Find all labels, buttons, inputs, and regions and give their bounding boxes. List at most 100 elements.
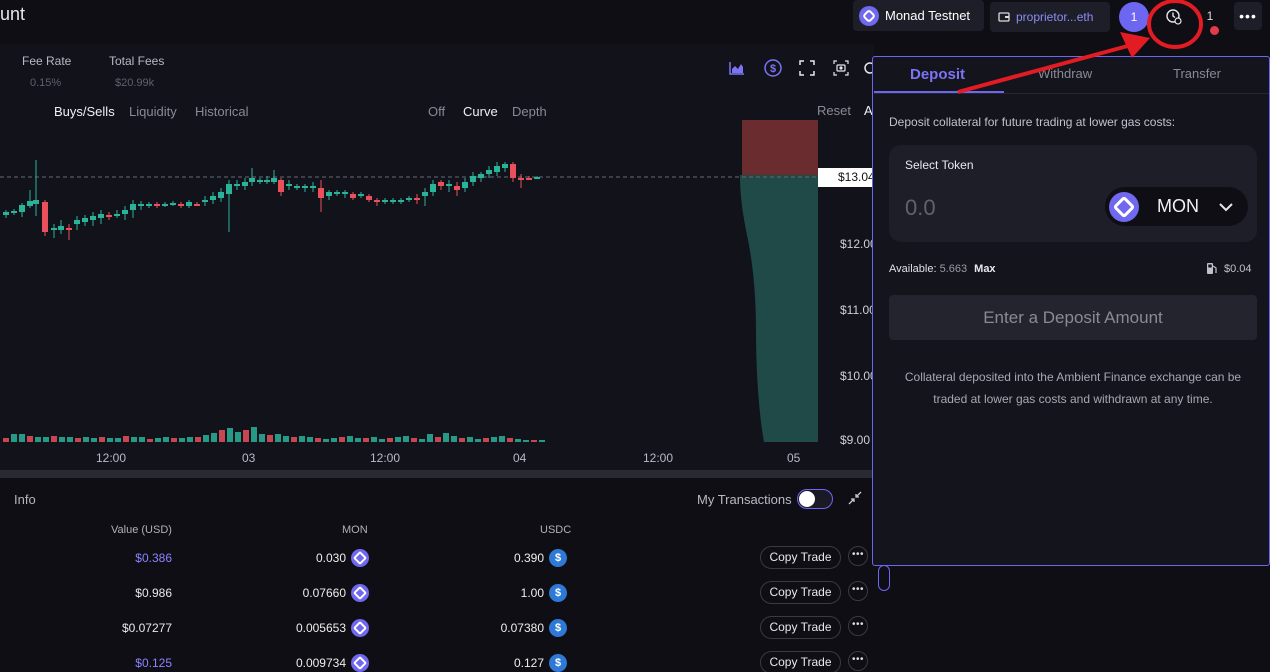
candle-body bbox=[130, 204, 136, 210]
candle-body bbox=[19, 205, 25, 212]
pending-count[interactable]: 1 bbox=[1206, 9, 1214, 23]
candle-body bbox=[366, 196, 372, 200]
tab-historical[interactable]: Historical bbox=[195, 104, 249, 119]
settings-icon[interactable] bbox=[862, 58, 872, 78]
current-price-tag: $13.04 bbox=[818, 168, 875, 187]
volume-bar bbox=[179, 438, 185, 442]
volume-bar bbox=[531, 440, 537, 442]
available-balance: Available: 5.663 Max bbox=[889, 263, 996, 275]
volume-bar bbox=[363, 438, 369, 442]
chart-scrollbar[interactable] bbox=[0, 470, 874, 478]
copy-trade-button[interactable]: Copy Trade bbox=[760, 546, 841, 569]
collapse-icon[interactable] bbox=[848, 491, 862, 505]
table-row: $0.986 0.07660 1.00 $ Copy Trade ••• bbox=[0, 575, 874, 610]
candle-body bbox=[51, 228, 57, 230]
my-transactions-toggle[interactable] bbox=[797, 489, 833, 509]
candle-body bbox=[430, 184, 436, 192]
candle-body bbox=[342, 192, 348, 194]
candle-body bbox=[33, 200, 39, 204]
account-badge[interactable]: 1 bbox=[1119, 2, 1149, 32]
column-header-value[interactable]: Value (USD) bbox=[111, 524, 172, 536]
tab-depth-depth[interactable]: Depth bbox=[512, 104, 547, 119]
token-name: MON bbox=[1157, 196, 1199, 216]
network-selector-button[interactable]: Monad Testnet bbox=[853, 0, 984, 31]
transaction-history-button[interactable] bbox=[1160, 3, 1188, 31]
total-fees-value: $20.99k bbox=[115, 77, 155, 89]
row-more-button[interactable]: ••• bbox=[848, 546, 868, 566]
candle-body bbox=[146, 204, 152, 206]
time-tick: 12:00 bbox=[643, 451, 674, 465]
volume-bar bbox=[339, 437, 345, 442]
screenshot-icon[interactable] bbox=[831, 58, 851, 78]
tab-deposit[interactable]: Deposit bbox=[910, 66, 966, 83]
tab-depth-off[interactable]: Off bbox=[428, 104, 446, 119]
mon-amount-cell: 0.009734 bbox=[295, 656, 346, 670]
value-usd-cell: $0.07277 bbox=[121, 621, 172, 635]
usdc-token-icon: $ bbox=[549, 619, 567, 637]
volume-bar bbox=[131, 437, 137, 442]
tab-liquidity[interactable]: Liquidity bbox=[129, 104, 177, 119]
copy-trade-button[interactable]: Copy Trade bbox=[760, 651, 841, 672]
volume-bar bbox=[267, 435, 273, 442]
mon-token-icon bbox=[351, 584, 369, 602]
usdc-token-icon: $ bbox=[549, 549, 567, 567]
candle-body bbox=[210, 196, 216, 200]
gas-pump-icon bbox=[1207, 263, 1217, 274]
monad-icon bbox=[859, 5, 879, 26]
value-usd-cell: $0.386 bbox=[135, 551, 172, 565]
volume-bar bbox=[115, 438, 121, 442]
volume-bar bbox=[83, 437, 89, 442]
volume-bar bbox=[51, 436, 57, 442]
chart-edge-label[interactable]: A bbox=[864, 103, 873, 118]
more-icon: ••• bbox=[1239, 8, 1257, 24]
tab-buys-sells[interactable]: Buys/Sells bbox=[54, 104, 115, 119]
candle-body bbox=[58, 226, 64, 230]
chart-panel bbox=[0, 44, 874, 470]
volume-bar bbox=[275, 434, 281, 442]
price-tick: $11.00 bbox=[840, 303, 876, 317]
row-more-button[interactable]: ••• bbox=[848, 581, 868, 601]
max-button[interactable]: Max bbox=[974, 263, 996, 275]
table-row: $0.125 0.009734 0.127 $ Copy Trade ••• bbox=[0, 645, 874, 672]
candle-body bbox=[98, 214, 104, 218]
candle-body bbox=[154, 204, 160, 206]
copy-trade-button[interactable]: Copy Trade bbox=[760, 616, 841, 639]
price-tick: $9.00 bbox=[840, 433, 871, 447]
mon-amount-cell: 0.07660 bbox=[302, 586, 346, 600]
usdc-token-icon: $ bbox=[549, 654, 567, 672]
candle-body bbox=[382, 200, 388, 202]
volume-bar bbox=[507, 438, 513, 442]
candle-body bbox=[257, 180, 263, 182]
volume-bar bbox=[187, 437, 193, 442]
volume-bar bbox=[395, 437, 401, 442]
time-tick: 04 bbox=[513, 451, 527, 465]
fee-rate-label: Fee Rate bbox=[22, 54, 72, 68]
more-menu-button[interactable]: ••• bbox=[1234, 2, 1262, 30]
volume-bar bbox=[19, 434, 25, 442]
deposit-button[interactable]: Enter a Deposit Amount bbox=[889, 295, 1257, 340]
candle-body bbox=[234, 184, 240, 186]
volume-bar bbox=[75, 438, 81, 442]
column-header-usdc[interactable]: USDC bbox=[540, 524, 572, 536]
row-more-button[interactable]: ••• bbox=[848, 616, 868, 636]
chart-type-icon[interactable] bbox=[727, 58, 747, 78]
volume-bar bbox=[27, 436, 33, 442]
row-more-button[interactable]: ••• bbox=[848, 651, 868, 671]
fullscreen-icon[interactable] bbox=[797, 58, 817, 78]
tab-withdraw[interactable]: Withdraw bbox=[1038, 66, 1093, 81]
deposit-amount-input[interactable] bbox=[905, 195, 1085, 221]
tab-depth-curve[interactable]: Curve bbox=[463, 104, 498, 119]
currency-toggle-icon[interactable]: $ bbox=[763, 58, 783, 78]
usdc-amount-cell: 0.07380 bbox=[500, 621, 544, 635]
column-header-mon[interactable]: MON bbox=[342, 524, 368, 536]
candle-body bbox=[286, 184, 292, 186]
candle-body bbox=[242, 182, 248, 186]
tab-transfer[interactable]: Transfer bbox=[1173, 66, 1221, 81]
price-chart[interactable] bbox=[0, 120, 874, 450]
table-scrollbar[interactable] bbox=[878, 565, 890, 591]
wallet-button[interactable]: proprietor...eth bbox=[990, 2, 1110, 32]
token-selector[interactable]: MON bbox=[1105, 187, 1248, 226]
reset-button[interactable]: Reset bbox=[817, 103, 851, 118]
usdc-amount-cell: 1.00 bbox=[520, 586, 544, 600]
copy-trade-button[interactable]: Copy Trade bbox=[760, 581, 841, 604]
